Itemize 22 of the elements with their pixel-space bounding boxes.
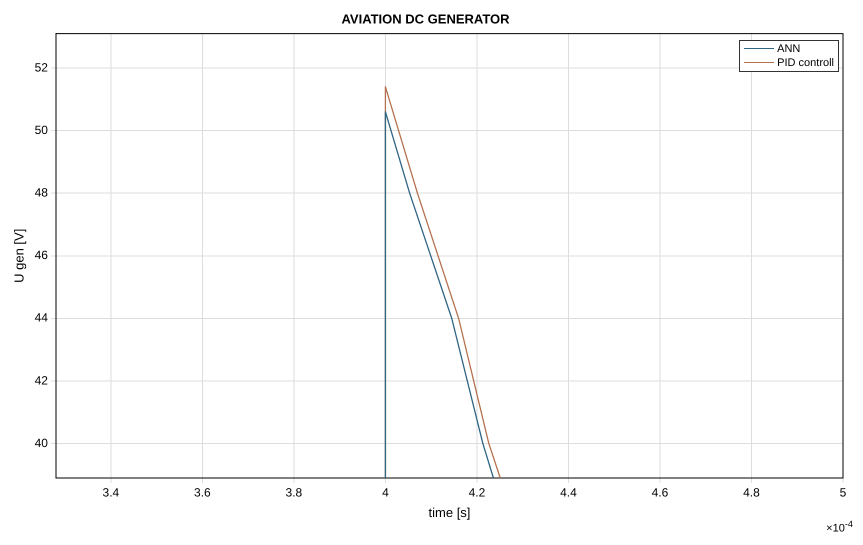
y-tick-label: 52: [34, 60, 48, 74]
x-tick-label: 4.8: [743, 486, 760, 500]
x-tick-label: 3.6: [194, 486, 212, 500]
x-tick-label: 4.2: [468, 486, 486, 500]
y-tick-label: 48: [34, 186, 48, 200]
y-tick-label: 42: [34, 373, 48, 388]
text: ×10$^{-4}$: [826, 519, 853, 535]
y-tick-label: 44: [34, 310, 48, 325]
x-tick-label: 3.8: [286, 486, 303, 500]
y-tick-label: 40: [34, 436, 48, 450]
chart-title: AVIATION DC GENERATOR: [341, 11, 510, 26]
x-tick-label: 5: [840, 486, 847, 500]
x-tick-label: 4.4: [560, 486, 578, 500]
legend-label: ANN: [777, 42, 800, 56]
x-axis-title: time [s]: [428, 504, 470, 520]
y-tick-label: 46: [34, 248, 48, 262]
x-tick-label: 3.4: [102, 486, 120, 500]
x-tick-label: 4: [382, 486, 390, 500]
y-tick-label: 50: [34, 122, 48, 137]
y-axis-title: U gen [V]: [11, 228, 26, 283]
x-tick-label: 4.6: [652, 486, 669, 500]
legend-label: PID controll: [777, 56, 834, 70]
